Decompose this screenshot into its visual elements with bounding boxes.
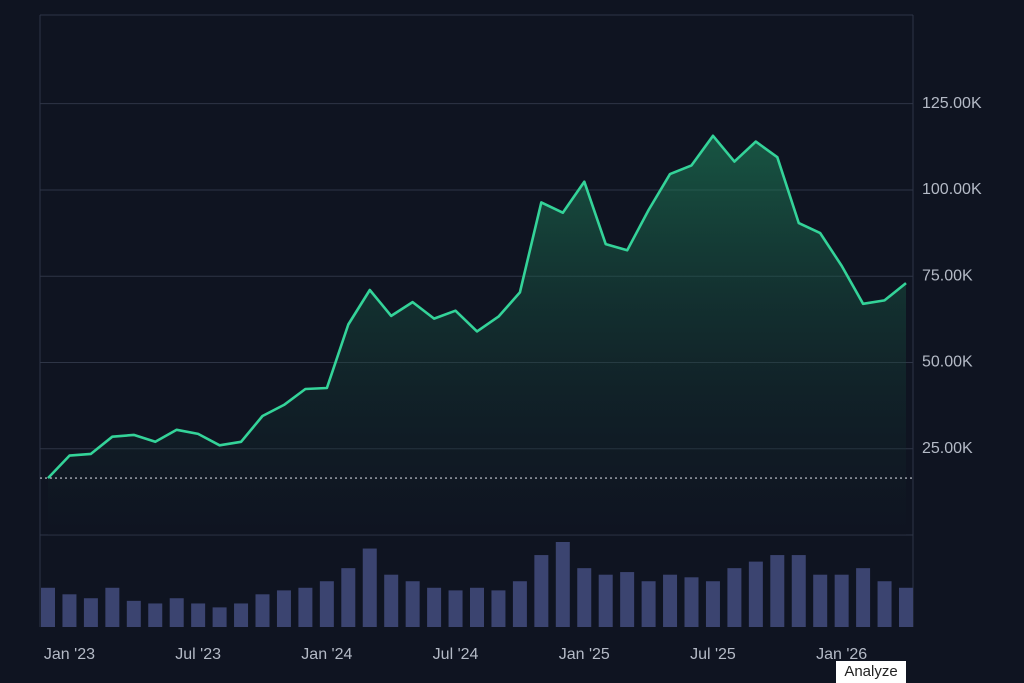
volume-bar: [684, 577, 699, 627]
x-tick-label: Jul '23: [175, 646, 221, 663]
area: [48, 135, 906, 536]
volume-bar: [598, 574, 613, 627]
volume-bar: [512, 581, 527, 627]
volume-bar: [577, 568, 592, 627]
volume-bar: [341, 568, 356, 627]
x-tick-label: Jul '25: [690, 646, 736, 663]
volume-bar: [384, 574, 399, 627]
volume-bar: [770, 555, 785, 627]
volume-bar: [319, 581, 334, 627]
y-tick-label: 100.00K: [922, 181, 982, 198]
price-line: [47, 134, 907, 479]
volume-bar: [791, 555, 806, 627]
volume-bar: [255, 594, 270, 627]
volume-bar: [62, 594, 77, 627]
volume-bar: [148, 603, 163, 627]
x-tick-label: Jan '24: [301, 646, 352, 663]
volume-bar: [126, 600, 141, 627]
volume-bar: [105, 587, 120, 627]
volume-bar: [641, 581, 656, 627]
volume-bar: [448, 590, 463, 627]
volume-bar: [856, 568, 871, 627]
volume-bar: [555, 542, 570, 627]
analyze-button[interactable]: [836, 661, 906, 683]
y-tick-label: 125.00K: [922, 95, 982, 112]
x-tick-label: Jan '26: [816, 646, 867, 663]
volume-bar: [83, 598, 98, 627]
volume-bar: [748, 561, 763, 627]
volume-bar: [362, 548, 377, 627]
volume-bar: [727, 568, 742, 627]
volume-bar: [705, 581, 720, 627]
x-tick-label: Jan '23: [44, 646, 95, 663]
volume-bar: [276, 590, 291, 627]
volume-bar: [470, 587, 484, 627]
volume-bar: [405, 581, 420, 627]
y-tick-label: 75.00K: [922, 267, 973, 284]
volume-bar: [41, 587, 55, 627]
volume-bar: [534, 555, 549, 627]
volume-bar: [663, 574, 678, 627]
y-tick-label: 50.00K: [922, 354, 973, 371]
y-tick-label: 25.00K: [922, 440, 973, 457]
volume-bar: [427, 587, 442, 627]
volume-bar: [298, 587, 313, 627]
x-tick-label: Jul '24: [433, 646, 479, 663]
volume-bar: [491, 590, 506, 627]
volume-bar: [834, 574, 849, 627]
volume-bar: [169, 598, 184, 627]
volume-bar: [877, 581, 892, 627]
volume-bar: [813, 574, 828, 627]
volume-bar: [212, 607, 227, 627]
volume-bar: [620, 572, 635, 627]
volume-bar: [899, 587, 913, 627]
volume-bar: [191, 603, 206, 627]
x-tick-label: Jan '25: [559, 646, 610, 663]
analyze-label[interactable]: Analyze: [844, 663, 897, 680]
volume-bar: [234, 603, 249, 627]
